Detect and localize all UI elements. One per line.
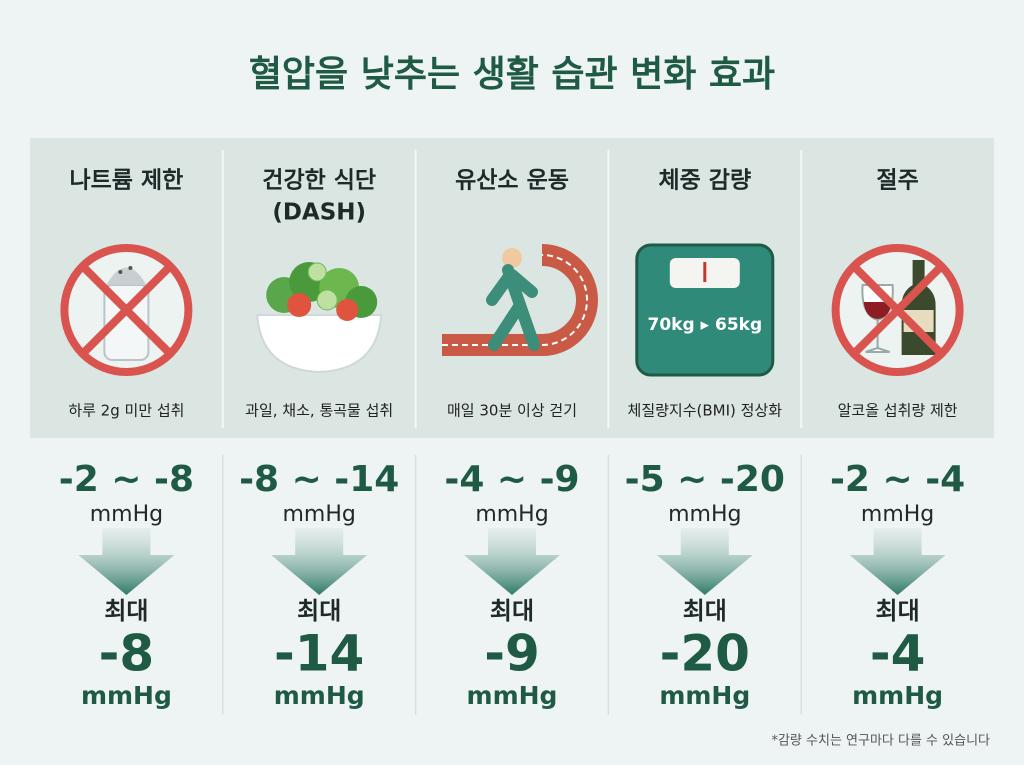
column-title: 절주: [876, 168, 918, 194]
icon-shape: [502, 248, 522, 268]
description: 하루 2g 미만 섭취: [68, 402, 184, 420]
max-label: 최대: [876, 597, 920, 625]
column-title: 나트륨 제한: [69, 168, 183, 194]
column-title: (DASH): [272, 200, 366, 226]
icon-shape: [442, 254, 588, 346]
icon-shape: [486, 264, 540, 351]
title: 혈압을 낮추는 생활 습관 변화 효과: [249, 54, 775, 95]
icon-text: 70kg ▸ 65kg: [647, 315, 762, 335]
icon: [831, 244, 964, 376]
description: 체질량지수(BMI) 정상화: [628, 402, 783, 420]
column-title: 유산소 운동: [455, 168, 569, 194]
icon-shape: [106, 267, 147, 285]
range: -4 ~ -9: [444, 459, 579, 500]
arrow: [78, 528, 175, 595]
range-unit: mmHg: [283, 502, 356, 527]
max-unit: mmHg: [274, 681, 365, 710]
icon-shape: [60, 244, 193, 376]
icon: [60, 244, 193, 376]
range: -5 ~ -20: [625, 459, 785, 500]
description: 과일, 채소, 통곡물 섭취: [245, 402, 393, 420]
column-title: 체중 감량: [658, 168, 751, 194]
icon-shape: [118, 270, 123, 274]
max-label: 최대: [683, 597, 727, 625]
max-value: -4: [870, 625, 926, 683]
range-unit: mmHg: [90, 502, 163, 527]
column-title: 건강한 식단: [262, 168, 376, 194]
max-unit: mmHg: [659, 681, 750, 710]
icon-shape: [863, 302, 892, 319]
icon-shape: [128, 266, 133, 270]
description: 매일 30분 이상 걷기: [447, 402, 577, 420]
range: -2 ~ -4: [830, 459, 965, 500]
icon: 70kg ▸ 65kg: [635, 243, 775, 377]
max-unit: mmHg: [81, 681, 172, 710]
arrow: [656, 528, 753, 595]
max-value: -20: [660, 625, 750, 683]
range: -8 ~ -14: [239, 459, 399, 500]
icon: [256, 262, 383, 374]
range-unit: mmHg: [475, 502, 548, 527]
icon-shape: [831, 244, 964, 376]
max-unit: mmHg: [467, 681, 558, 710]
icon-shape: [307, 262, 327, 282]
max-value: -9: [484, 625, 540, 683]
max-value: -8: [99, 625, 155, 683]
range-unit: mmHg: [861, 502, 934, 527]
icon: [442, 244, 598, 356]
max-unit: mmHg: [852, 681, 943, 710]
max-label: 최대: [490, 597, 534, 625]
range-unit: mmHg: [668, 502, 741, 527]
footnote: *감량 수치는 연구마다 다를 수 있습니다: [771, 734, 990, 749]
max-value: -14: [274, 625, 364, 683]
icon-shape: [79, 263, 174, 357]
icon-shape: [316, 289, 338, 311]
arrow: [464, 528, 560, 595]
max-label: 최대: [104, 597, 148, 625]
icon-shape: [850, 263, 945, 357]
range: -2 ~ -8: [59, 459, 194, 500]
arrow: [849, 528, 946, 595]
description: 알코올 섭취량 제한: [838, 402, 958, 420]
arrow: [271, 528, 368, 595]
icon-shape: [287, 293, 312, 317]
icon-shape: [256, 314, 383, 374]
max-label: 최대: [297, 597, 341, 625]
icon-shape: [336, 299, 359, 321]
